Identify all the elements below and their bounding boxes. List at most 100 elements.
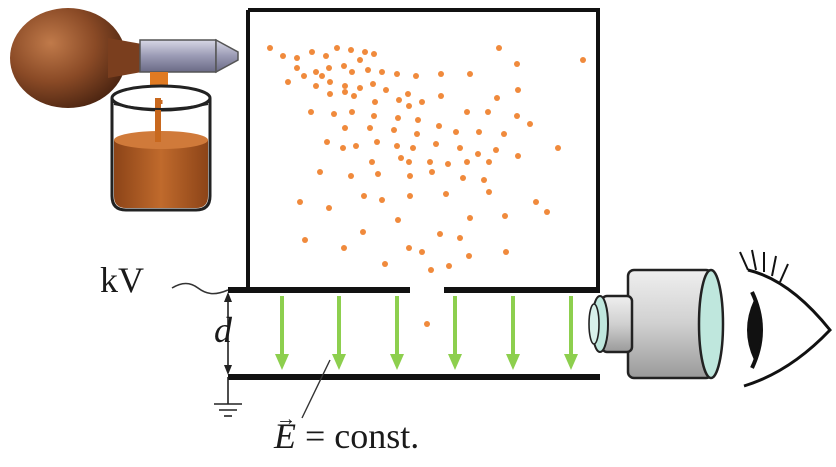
oil-droplet (406, 103, 412, 109)
oil-droplet (351, 93, 357, 99)
oil-droplet (415, 117, 421, 123)
oil-droplet (370, 81, 376, 87)
oil-droplet (348, 47, 354, 53)
oil-droplet (369, 159, 375, 165)
oil-droplet (433, 141, 439, 147)
oil-droplet (367, 125, 373, 131)
oil-droplet (501, 131, 507, 137)
oil-droplet (361, 193, 367, 199)
oil-droplet (485, 109, 491, 115)
oil-droplet (486, 189, 492, 195)
oil-droplet (313, 83, 319, 89)
oil-droplet (406, 159, 412, 165)
oil-droplet (464, 109, 470, 115)
oil-droplet (294, 65, 300, 71)
electric-field-label: → E = const. (274, 408, 420, 456)
oil-droplet (467, 71, 473, 77)
microscope-tube-icon (588, 268, 725, 380)
oil-droplet (413, 73, 419, 79)
oil-droplet (280, 53, 286, 59)
oil-droplet (436, 123, 442, 129)
oil-droplet (427, 159, 433, 165)
oil-droplet (383, 87, 389, 93)
oil-droplet (544, 209, 550, 215)
field-arrow (332, 296, 346, 370)
oil-droplet (308, 109, 314, 115)
oil-droplet (349, 69, 355, 75)
oil-droplet (371, 113, 377, 119)
oil-droplet (371, 51, 377, 57)
oil-droplet (379, 69, 385, 75)
oil-droplet (445, 161, 451, 167)
oil-droplet (362, 49, 368, 55)
oil-droplet (555, 145, 561, 151)
oil-droplet (407, 193, 413, 199)
oil-droplet (467, 215, 473, 221)
oil-droplet (313, 69, 319, 75)
field-arrow (390, 296, 404, 370)
oil-droplet (453, 129, 459, 135)
oil-droplet (466, 253, 472, 259)
oil-droplet (334, 45, 340, 51)
oil-droplet (319, 73, 325, 79)
oil-droplet (580, 57, 586, 63)
oil-droplet (406, 245, 412, 251)
oil-droplet (342, 125, 348, 131)
oil-droplet (419, 249, 425, 255)
oil-droplet (324, 139, 330, 145)
oil-droplet (460, 175, 466, 181)
oil-droplet (372, 99, 378, 105)
oil-droplet (341, 245, 347, 251)
oil-droplet (340, 145, 346, 151)
field-arrow (275, 296, 289, 370)
oil-droplet (382, 261, 388, 267)
oil-droplet (309, 49, 315, 55)
oil-droplet (496, 45, 502, 51)
oil-droplet (396, 97, 402, 103)
oil-droplet (514, 113, 520, 119)
oil-droplet (446, 263, 452, 269)
oil-droplet (438, 93, 444, 99)
oil-droplet (294, 55, 300, 61)
gap-dimension-arrow (224, 292, 232, 375)
field-arrow (506, 296, 520, 370)
oil-droplet (410, 145, 416, 151)
oil-droplet (457, 235, 463, 241)
oil-droplet (394, 71, 400, 77)
oil-droplet (503, 249, 509, 255)
oil-droplet (327, 79, 333, 85)
oil-droplet (515, 153, 521, 159)
field-label-leader (301, 359, 331, 419)
voltage-wire (171, 282, 229, 295)
oil-droplet (357, 57, 363, 63)
oil-droplet (353, 143, 359, 149)
oil-droplet (395, 217, 401, 223)
oil-droplet (326, 205, 332, 211)
field-symbol: E (274, 416, 296, 456)
oil-droplet (443, 191, 449, 197)
oil-droplet (391, 127, 397, 133)
oil-droplet (405, 91, 411, 97)
oil-droplet (398, 155, 404, 161)
oil-droplet (348, 173, 354, 179)
oil-droplet (407, 173, 413, 179)
oil-droplet (395, 115, 401, 121)
oil-droplet (527, 121, 533, 127)
oil-droplet (327, 91, 333, 97)
oil-droplet (360, 229, 366, 235)
oil-droplet (533, 199, 539, 205)
chamber-wall (246, 8, 600, 288)
oil-droplet (326, 65, 332, 71)
oil-droplet (476, 129, 482, 135)
oil-droplet (414, 131, 420, 137)
oil-droplet (374, 139, 380, 145)
oil-droplet (438, 71, 444, 77)
electric-field-arrows (275, 296, 578, 370)
oil-droplet (342, 83, 348, 89)
oil-droplet (267, 45, 273, 51)
oil-droplet (297, 199, 303, 205)
oil-droplet (502, 213, 508, 219)
oil-droplet (494, 95, 500, 101)
oil-droplet (429, 169, 435, 175)
